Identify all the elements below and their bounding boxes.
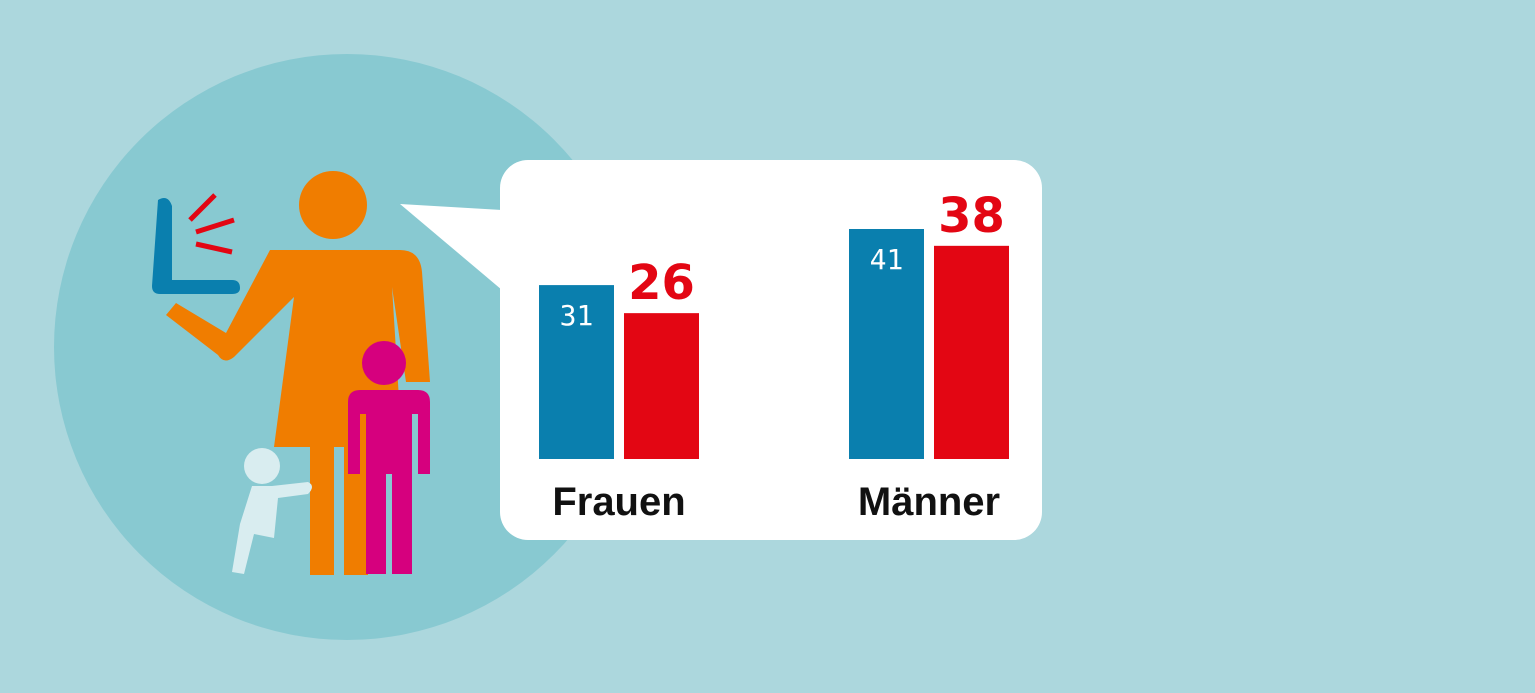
baby-body [232, 482, 312, 574]
woman-head [299, 171, 367, 239]
baby-head [244, 448, 280, 484]
bar [624, 313, 699, 459]
category-label: Männer [858, 480, 1000, 524]
category-label: Frauen [552, 480, 685, 524]
laptop-icon [152, 198, 240, 294]
bar [539, 285, 614, 459]
value-label: 38 [938, 188, 1005, 244]
value-label: 31 [560, 299, 594, 332]
bar [849, 229, 924, 459]
alarm-lines [188, 193, 235, 255]
child-head [362, 341, 406, 385]
value-label: 41 [870, 243, 904, 276]
child-body [348, 390, 430, 574]
value-label: 26 [628, 255, 695, 311]
family-illustration [152, 171, 430, 575]
bar-chart: Frauen 31 26 Männer 41 38 [539, 188, 1009, 524]
bubble-tail [400, 204, 502, 290]
bar [934, 245, 1009, 459]
woman-body [166, 250, 430, 575]
